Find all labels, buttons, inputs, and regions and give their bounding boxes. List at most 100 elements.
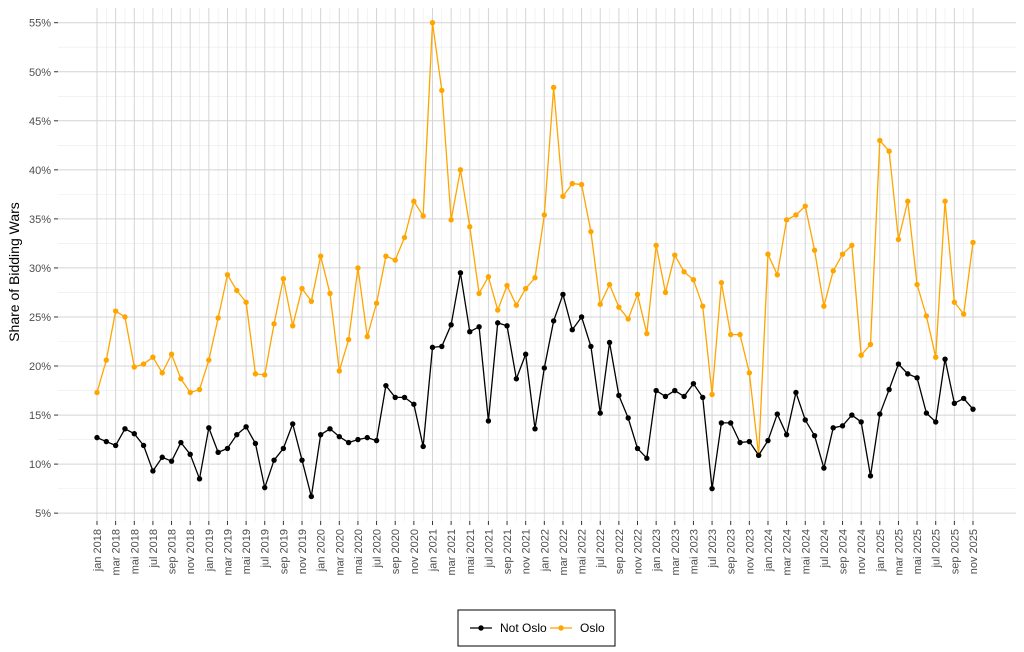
data-point-not-oslo bbox=[187, 451, 193, 458]
data-point-not-oslo bbox=[690, 380, 697, 387]
data-point-not-oslo bbox=[672, 387, 678, 394]
data-point-not-oslo bbox=[895, 361, 902, 367]
data-point-oslo bbox=[420, 213, 426, 219]
x-tick-label: mar 2024 bbox=[782, 529, 794, 575]
data-point-oslo bbox=[513, 302, 520, 308]
data-point-oslo bbox=[290, 323, 296, 329]
x-tick-label: nov 2019 bbox=[297, 529, 309, 574]
data-point-oslo bbox=[336, 368, 342, 374]
legend: Not Oslo Oslo bbox=[457, 609, 616, 647]
data-point-oslo bbox=[746, 370, 753, 376]
data-point-not-oslo bbox=[504, 323, 510, 329]
data-point-not-oslo bbox=[383, 382, 389, 389]
data-point-not-oslo bbox=[942, 356, 948, 362]
x-tick-label: jan 2025 bbox=[875, 529, 887, 572]
data-point-oslo bbox=[625, 316, 631, 322]
x-axis: jan 2018 mar 2018 mai 2018 jul 2018 sep 2018… bbox=[92, 521, 980, 575]
data-point-not-oslo bbox=[578, 314, 585, 320]
data-point-oslo bbox=[345, 336, 352, 343]
data-point-not-oslo bbox=[560, 291, 566, 298]
data-point-not-oslo bbox=[206, 425, 212, 431]
data-point-not-oslo bbox=[905, 371, 911, 377]
data-point-oslo bbox=[672, 252, 678, 258]
x-tick-label: mai 2022 bbox=[577, 529, 589, 574]
data-point-not-oslo bbox=[755, 452, 762, 458]
x-tick-label: mai 2021 bbox=[465, 529, 477, 574]
data-point-oslo bbox=[793, 212, 799, 218]
data-point-not-oslo bbox=[513, 376, 520, 382]
data-point-not-oslo bbox=[522, 351, 529, 357]
data-point-oslo bbox=[644, 330, 650, 337]
data-point-not-oslo bbox=[448, 322, 454, 328]
data-point-not-oslo bbox=[262, 484, 268, 491]
data-point-oslo bbox=[467, 224, 473, 230]
y-tick-label: 40% bbox=[29, 165, 51, 177]
data-point-not-oslo bbox=[345, 439, 352, 446]
x-tick-label: sep 2020 bbox=[390, 529, 402, 574]
x-tick-label: nov 2023 bbox=[744, 529, 756, 574]
data-point-not-oslo bbox=[709, 485, 715, 492]
data-point-oslo bbox=[588, 228, 594, 235]
data-point-oslo bbox=[355, 265, 361, 271]
x-tick-label: nov 2022 bbox=[633, 529, 645, 574]
data-point-oslo bbox=[522, 285, 529, 292]
data-point-not-oslo bbox=[783, 431, 790, 438]
data-point-not-oslo bbox=[457, 270, 464, 276]
data-point-not-oslo bbox=[923, 410, 930, 416]
y-axis: 5% 10% 15% 20% 25% 30% 35% 40% 45% 50% 55% bbox=[29, 18, 58, 520]
data-point-not-oslo bbox=[439, 343, 445, 350]
data-point-oslo bbox=[439, 87, 445, 94]
data-point-oslo bbox=[234, 287, 240, 294]
x-tick-label: mar 2022 bbox=[558, 529, 570, 575]
x-tick-label: mar 2020 bbox=[334, 529, 346, 575]
data-point-not-oslo bbox=[597, 410, 603, 416]
data-point-oslo bbox=[327, 290, 333, 297]
data-point-not-oslo bbox=[373, 437, 380, 444]
y-tick-label: 30% bbox=[29, 263, 51, 275]
data-point-not-oslo bbox=[308, 493, 315, 500]
data-point-not-oslo bbox=[178, 439, 184, 446]
data-point-oslo bbox=[280, 276, 287, 282]
data-point-not-oslo bbox=[392, 394, 398, 401]
x-tick-label: jan 2023 bbox=[651, 529, 663, 572]
data-point-not-oslo bbox=[914, 375, 920, 381]
data-point-not-oslo bbox=[569, 327, 575, 333]
data-point-oslo bbox=[970, 239, 976, 246]
data-point-not-oslo bbox=[625, 415, 631, 421]
data-point-oslo bbox=[606, 281, 613, 288]
data-point-not-oslo bbox=[550, 318, 557, 324]
data-point-not-oslo bbox=[140, 442, 147, 449]
y-tick-label: 45% bbox=[29, 116, 51, 128]
data-point-oslo bbox=[942, 198, 948, 204]
data-point-not-oslo bbox=[616, 392, 622, 399]
data-point-oslo bbox=[728, 331, 734, 338]
data-point-oslo bbox=[299, 285, 305, 292]
x-tick-label: sep 2025 bbox=[949, 529, 961, 574]
data-point-not-oslo bbox=[970, 406, 976, 412]
data-point-oslo bbox=[662, 289, 669, 296]
y-tick-label: 25% bbox=[29, 312, 51, 324]
data-point-not-oslo bbox=[429, 344, 436, 351]
data-point-not-oslo bbox=[849, 412, 855, 418]
data-point-oslo bbox=[457, 167, 464, 173]
legend-label-oslo: Oslo bbox=[580, 621, 605, 635]
data-point-oslo bbox=[429, 20, 436, 26]
y-tick-label: 20% bbox=[29, 361, 51, 373]
data-point-oslo bbox=[811, 247, 818, 253]
data-point-not-oslo bbox=[821, 465, 827, 471]
data-point-not-oslo bbox=[765, 437, 771, 444]
data-point-oslo bbox=[392, 257, 398, 263]
data-point-oslo bbox=[485, 274, 492, 280]
data-point-oslo bbox=[187, 389, 193, 396]
x-tick-label: jul 2021 bbox=[483, 529, 495, 569]
data-point-oslo bbox=[271, 321, 277, 327]
x-tick-label: sep 2021 bbox=[502, 529, 514, 574]
x-tick-label: jul 2020 bbox=[372, 529, 384, 569]
legend-label-not-oslo: Not Oslo bbox=[500, 621, 547, 635]
data-point-oslo bbox=[616, 304, 622, 310]
data-point-not-oslo bbox=[653, 387, 659, 394]
x-tick-label: jan 2018 bbox=[92, 529, 104, 572]
data-point-not-oslo bbox=[476, 324, 482, 330]
data-point-oslo bbox=[578, 181, 585, 188]
x-tick-label: jan 2021 bbox=[427, 529, 439, 572]
